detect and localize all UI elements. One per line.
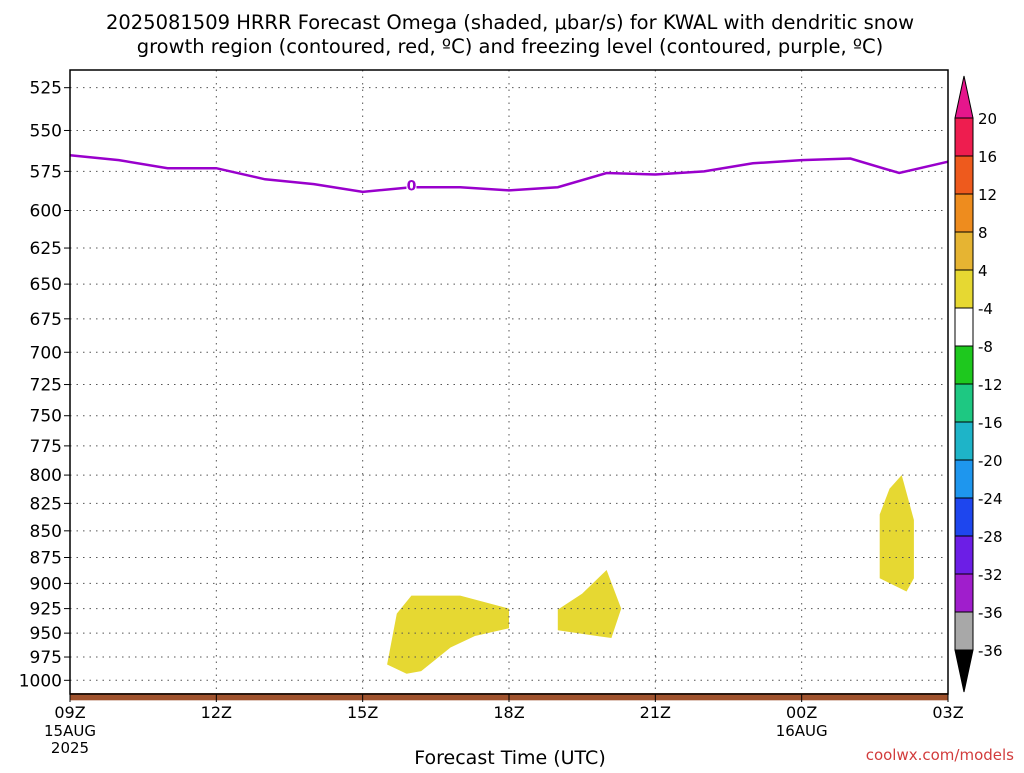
freezing-level-line <box>69 153 949 194</box>
colorbar-label-12: 12 <box>978 186 997 204</box>
colorbar-swatch--8 <box>954 345 974 385</box>
colorbar-label-20: 20 <box>978 110 997 128</box>
colorbar-swatch-12 <box>954 193 974 233</box>
y-tick-label-700: 700 <box>30 343 62 363</box>
colorbar-label-bottom: -36 <box>978 642 1003 660</box>
colorbar-label--32: -32 <box>978 566 1003 584</box>
colorbar-swatch--36 <box>954 611 974 651</box>
y-tick-label-900: 900 <box>30 574 62 594</box>
colorbar-label--24: -24 <box>978 490 1003 508</box>
omega-region-1 <box>387 595 509 674</box>
x-axis-label: Forecast Time (UTC) <box>414 747 605 768</box>
x-tick-label-12Z: 12Z <box>201 703 232 722</box>
chart-title-line1: 2025081509 HRRR Forecast Omega (shaded, … <box>106 11 914 34</box>
x-tick-label-15Z: 15Z <box>347 703 378 722</box>
colorbar-swatch-16 <box>954 155 974 195</box>
omega-region-2 <box>557 570 622 638</box>
y-tick-label-650: 650 <box>30 275 62 295</box>
y-tick-label-950: 950 <box>30 624 62 644</box>
x-tick-label-03Z: 03Z <box>932 703 963 722</box>
colorbar-label--16: -16 <box>978 414 1003 432</box>
colorbar-label--28: -28 <box>978 528 1003 546</box>
colorbar-label--36: -36 <box>978 604 1003 622</box>
y-tick-label-800: 800 <box>30 466 62 486</box>
colorbar-bottom-arrow <box>954 649 974 693</box>
y-tick-label-850: 850 <box>30 522 62 542</box>
colorbar-swatch--32 <box>954 573 974 613</box>
colorbar-label-4: 4 <box>978 262 988 280</box>
colorbar-swatch-8 <box>954 231 974 271</box>
y-tick-label-925: 925 <box>30 600 62 620</box>
freezing-level-label-bg <box>406 177 417 192</box>
x-tick-sublabel-15AUG: 15AUG <box>44 722 96 740</box>
colorbar-swatch--12 <box>954 383 974 423</box>
colorbar-swatch-4 <box>954 269 974 309</box>
colorbar-label-16: 16 <box>978 148 997 166</box>
colorbar-label--4: -4 <box>978 300 993 318</box>
colorbar-swatch--20 <box>954 459 974 499</box>
y-tick-label-525: 525 <box>30 79 62 99</box>
x-tick-label-18Z: 18Z <box>493 703 524 722</box>
colorbar-swatch--4 <box>954 307 974 347</box>
y-tick-label-575: 575 <box>30 162 62 182</box>
y-tick-label-675: 675 <box>30 310 62 330</box>
plot-area: 0 525 550 575 600 625 650 675 700 725 750 775 800 825… <box>19 69 964 757</box>
y-tick-label-975: 975 <box>30 648 62 668</box>
y-tick-label-775: 775 <box>30 437 62 457</box>
y-tick-label-825: 825 <box>30 494 62 514</box>
y-tick-label-600: 600 <box>30 201 62 221</box>
freezing-level-label: 0 <box>407 179 417 195</box>
y-tick-label-625: 625 <box>30 239 62 259</box>
y-tick-label-725: 725 <box>30 376 62 396</box>
x-tick-label-21Z: 21Z <box>640 703 671 722</box>
chart-title-line2: growth region (contoured, red, ºC) and f… <box>137 35 884 58</box>
x-tick-sublabel-16AUG: 16AUG <box>776 722 828 740</box>
y-tick-label-875: 875 <box>30 548 62 568</box>
credit-text: coolwx.com/models <box>866 746 1014 764</box>
colorbar-label-8: 8 <box>978 224 988 242</box>
colorbar-swatch-20 <box>954 117 974 157</box>
colorbar-label--8: -8 <box>978 338 993 356</box>
x-tick-label-00Z: 00Z <box>786 703 817 722</box>
colorbar-top-arrow <box>954 75 974 119</box>
colorbar: 20 16 12 8 4 -4 -8 -12 -16 -20 -24 -28 -32 -36 -36 <box>954 75 1003 693</box>
x-tick-label-09Z: 09Z <box>54 703 85 722</box>
y-tick-label-750: 750 <box>30 407 62 427</box>
y-tick-label-1000: 1000 <box>19 671 62 691</box>
colorbar-swatch--24 <box>954 497 974 537</box>
colorbar-swatch--16 <box>954 421 974 461</box>
omega-region-3 <box>879 475 914 592</box>
y-tick-label-550: 550 <box>30 121 62 141</box>
x-tick-sublabel-2025: 2025 <box>51 739 89 757</box>
colorbar-label--12: -12 <box>978 376 1003 394</box>
colorbar-swatch--28 <box>954 535 974 575</box>
colorbar-label--20: -20 <box>978 452 1003 470</box>
